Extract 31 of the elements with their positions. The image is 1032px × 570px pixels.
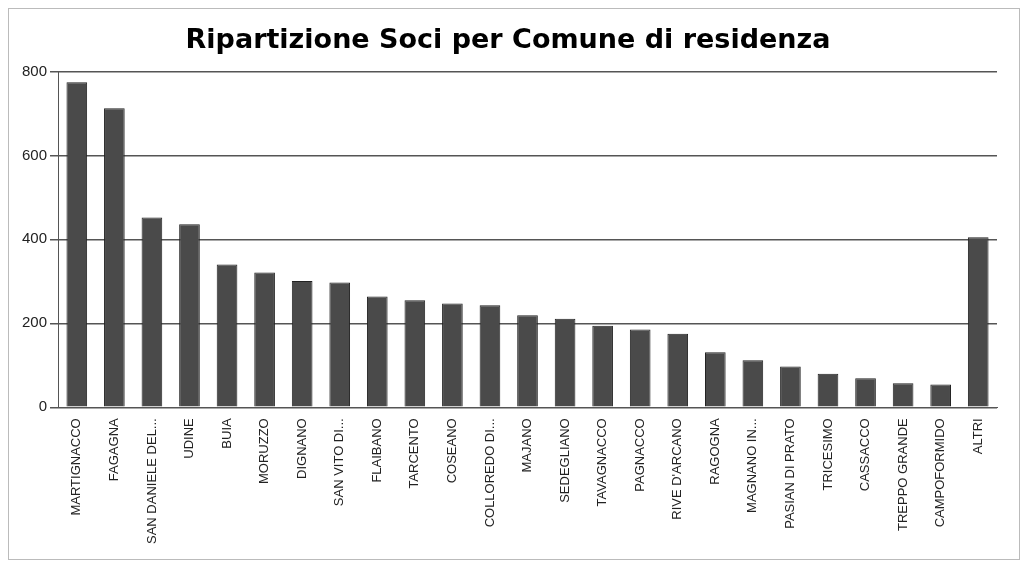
x-tick-label: COLLOREDO DI... [481,418,497,528]
y-tick-label: 200 [22,313,48,331]
x-tick-label: CASSACCO [857,418,873,492]
x-tick-label: TARCENTO [406,418,422,489]
y-tick-label: 400 [22,229,48,247]
x-tick-label: FLAIBANO [368,418,384,483]
x-tick-label: ALTRI [969,418,985,455]
x-tick-label: TAVAGNACCO [594,418,610,507]
x-tick-label: MAJANO [519,418,535,473]
x-tick-label: PASIAN DI PRATO [782,418,797,529]
x-tick-label: SAN VITO DI... [331,418,347,507]
x-tick-label: TREPPO GRANDE [894,417,910,531]
x-tick-label: SAN DANIELE DEL... [143,418,159,545]
chart-title: Ripartizione Soci per Comune di residenza [185,23,831,55]
x-tick-label: UDINE [181,417,197,459]
x-tick-label: FAGAGNA [105,417,121,482]
x-tick-label: RAGOGNA [706,417,722,485]
x-tick-label: TRICESIMO [819,418,835,491]
x-tick-label: PAGNACCO [631,418,647,492]
y-tick-label: 800 [22,61,48,79]
x-tick-label: MAGNANO IN... [744,418,760,513]
x-tick-label: MARTIGNACCO [68,418,84,516]
x-tick-label: COSEANO [443,418,459,484]
y-tick-label: 0 [38,397,48,415]
x-tick-label: MORUZZO [256,418,272,485]
x-tick-label: BUIA [218,417,234,449]
x-tick-label: CAMPOFORMIDO [932,418,948,528]
x-tick-label: DIGNANO [293,418,309,479]
x-tick-label: SEDEGLIANO [556,418,572,503]
x-tick-label: RIVE D'ARCANO [669,418,685,520]
y-tick-label: 600 [22,145,48,163]
